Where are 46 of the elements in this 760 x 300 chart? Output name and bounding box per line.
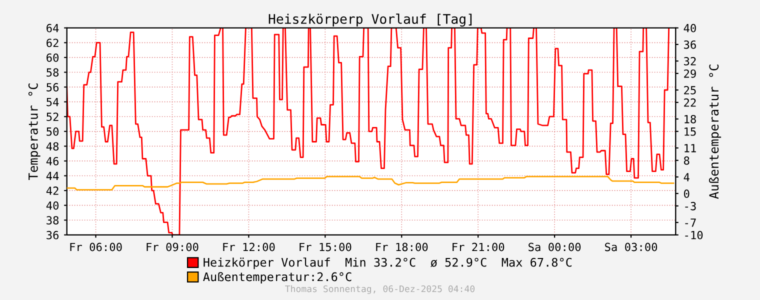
y2-tick-label: 22 — [684, 98, 696, 107]
y-tick-label: 38 — [46, 216, 59, 225]
x-tick-label: Fr 21:00 — [452, 242, 504, 252]
x-tick-label: Fr 15:00 — [300, 242, 352, 252]
y-tick-label: 62 — [46, 38, 58, 48]
x-tick-label: Sa 00:00 — [528, 242, 581, 252]
y-tick-label: 50 — [46, 127, 59, 136]
y-tick-label: 46 — [46, 156, 59, 166]
line-series — [66, 176, 674, 190]
y-tick-label: 48 — [46, 142, 59, 151]
y2-tick-label: 32 — [684, 57, 696, 66]
y-tick-label: 56 — [46, 83, 59, 92]
y2-tick-label: -3 — [685, 202, 696, 210]
x-tick-label: Fr 18:00 — [376, 242, 428, 252]
y2-tick-label: 18 — [684, 114, 696, 124]
x-tick-label: Sa 03:00 — [605, 242, 658, 252]
y2-tick-label: 4 — [684, 173, 690, 182]
chart-title: Heiszkörperp Vorlauf [Tag] — [268, 14, 472, 27]
legend-label: Heizkörper Vorlauf Min 33.2°C ø 52.9°C Max 67.8°C — [204, 258, 572, 270]
y-tick-label: 54 — [46, 98, 59, 106]
y2-tick-label: 25 — [684, 86, 696, 94]
y2-tick-label: -10 — [685, 230, 703, 240]
line-series — [66, 28, 670, 235]
x-tick-label: Fr 09:00 — [146, 242, 198, 252]
y2-tick-label: -7 — [685, 218, 696, 227]
y-axis-title: Temperatur °C — [28, 83, 40, 180]
x-tick-label: Fr 06:00 — [70, 242, 122, 252]
y2-tick-label: 15 — [684, 128, 696, 136]
y2-tick-label: 29 — [684, 69, 696, 78]
y2-tick-label: 0 — [684, 190, 690, 198]
y-tick-label: 36 — [46, 230, 59, 240]
y-tick-label: 58 — [46, 68, 59, 77]
text: Thomas Sonnentag, 06-Dez-2025 04:40 — [285, 285, 475, 294]
y-tick-label: 52 — [46, 112, 58, 122]
x-tick-label: Fr 12:00 — [223, 242, 275, 252]
y2-tick-label: 36 — [684, 40, 696, 49]
y2-axis-title: Außentemperatur °C — [708, 64, 722, 199]
y2-tick-label: 40 — [684, 24, 696, 32]
y-tick-label: 42 — [46, 186, 58, 195]
y-tick-label: 64 — [46, 24, 59, 32]
y2-tick-label: 8 — [684, 156, 690, 165]
y-tick-label: 40 — [46, 201, 59, 210]
y2-tick-label: 11 — [684, 144, 696, 152]
y-tick-label: 60 — [46, 53, 59, 62]
y-tick-label: 44 — [46, 172, 59, 180]
legend-label: Außentemperatur:2.6°C — [203, 272, 352, 284]
